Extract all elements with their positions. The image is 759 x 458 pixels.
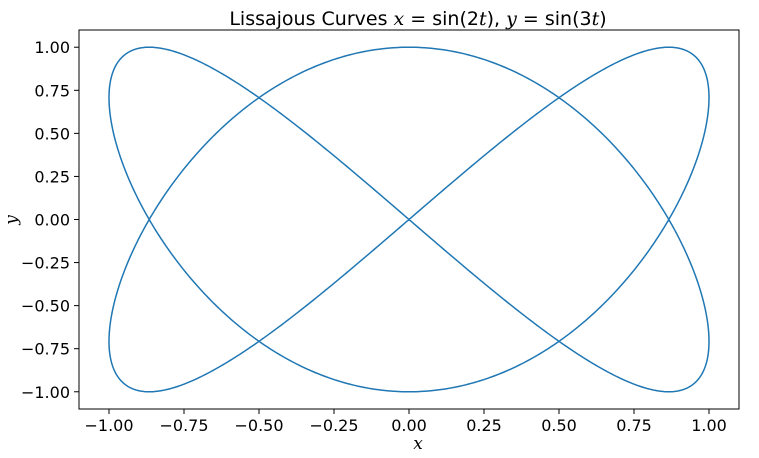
title-x-var: x [394, 8, 405, 30]
x-axis-label: x [413, 434, 423, 454]
title-suffix: ) [599, 8, 606, 30]
title-eq1: = sin(2 [404, 8, 479, 30]
chart-title-text: Lissajous Curves x = sin(2t), y = sin(3t… [229, 8, 606, 30]
x-tick-label: −1.00 [84, 416, 133, 435]
y-tick-label: 0.50 [34, 124, 70, 143]
title-t2: t [592, 8, 600, 30]
x-tick-label: 0.50 [541, 416, 577, 435]
title-mid: ), [487, 8, 507, 30]
y-tick-label: −0.50 [21, 297, 70, 316]
y-tick-label: −0.25 [21, 254, 70, 273]
lissajous-curve [108, 46, 710, 393]
x-tick-label: −0.75 [159, 416, 208, 435]
title-eq2: = sin(3 [517, 8, 592, 30]
x-tick-label: 1.00 [691, 416, 727, 435]
x-tick-label: −0.25 [309, 416, 358, 435]
x-tick-label: 0.75 [616, 416, 652, 435]
x-tick-label: −0.50 [234, 416, 283, 435]
y-axis-ticks: 1.00 0.75 0.50 0.25 0.00 −0.25 −0.50 −0.75 −1.00 [21, 38, 79, 402]
y-tick-label: −0.75 [21, 340, 70, 359]
y-tick-label: 0.00 [34, 211, 70, 230]
y-tick-label: −1.00 [21, 383, 70, 402]
title-t1: t [479, 8, 487, 30]
y-tick-label: 0.75 [34, 81, 70, 100]
title-prefix: Lissajous Curves [229, 8, 393, 30]
title-y-var: y [505, 8, 517, 30]
x-axis-ticks: −1.00 −0.75 −0.50 −0.25 0.00 0.25 0.50 0.75 1.00 [84, 409, 727, 435]
x-tick-label: 0.00 [391, 416, 427, 435]
plot-frame [78, 29, 740, 410]
y-axis-label: y [2, 215, 22, 226]
y-tick-label: 0.25 [34, 167, 70, 186]
chart-title: Lissajous Curves x = sin(2t), y = sin(3t… [229, 8, 606, 30]
x-tick-label: 0.25 [466, 416, 502, 435]
y-tick-label: 1.00 [34, 38, 70, 57]
